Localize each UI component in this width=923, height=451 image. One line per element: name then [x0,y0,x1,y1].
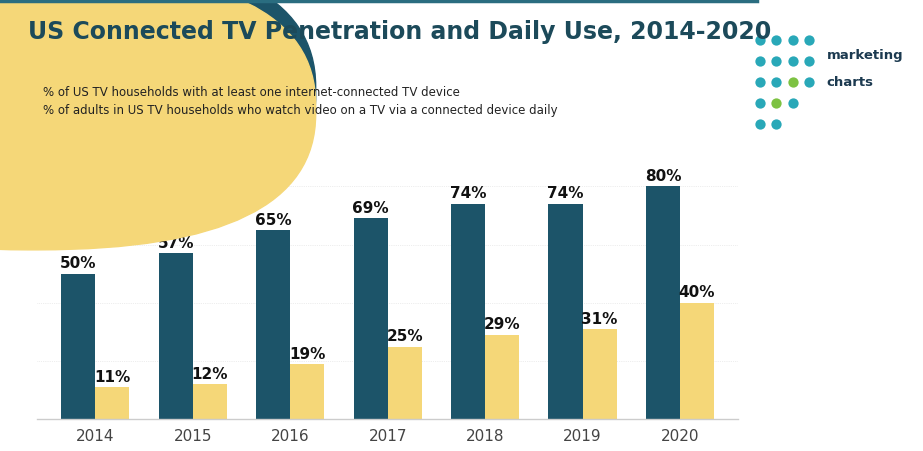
Point [801,79,816,86]
Text: 57%: 57% [158,235,194,250]
Bar [485,335,520,419]
Bar [451,204,485,419]
Text: 69%: 69% [353,200,389,216]
Text: charts: charts [827,76,873,89]
Bar [61,274,95,419]
Point [769,58,784,65]
Text: 19%: 19% [289,346,326,361]
Text: marketing: marketing [827,49,904,62]
Bar [257,230,290,419]
Text: 12%: 12% [192,366,228,381]
Point [769,79,784,86]
Bar [159,254,193,419]
Bar [95,387,129,419]
Text: 25%: 25% [387,328,423,343]
Point [769,100,784,107]
Text: 40%: 40% [678,285,715,299]
Point [753,100,768,107]
Point [801,37,816,44]
Point [785,37,800,44]
Point [769,37,784,44]
Text: 50%: 50% [60,256,97,271]
Point [753,79,768,86]
Text: 80%: 80% [644,169,681,184]
Point [753,121,768,129]
Bar [646,187,680,419]
Text: % of adults in US TV households who watch video on a TV via a connected device d: % of adults in US TV households who watc… [43,104,558,116]
Bar [290,364,324,419]
Bar [582,329,617,419]
Point [769,121,784,129]
Text: % of US TV households with at least one internet-connected TV device: % of US TV households with at least one … [43,86,461,98]
Point [753,58,768,65]
Text: 74%: 74% [547,186,583,201]
Point [785,58,800,65]
Bar [388,347,422,419]
Bar [680,303,714,419]
Point [785,100,800,107]
Point [785,79,800,86]
Text: 74%: 74% [450,186,486,201]
Text: 29%: 29% [484,317,521,331]
Text: 65%: 65% [255,212,292,227]
Text: US Connected TV Penetration and Daily Use, 2014-2020: US Connected TV Penetration and Daily Us… [28,20,771,44]
Bar [548,204,582,419]
Text: 31%: 31% [581,311,617,326]
Bar [354,219,388,419]
Point [801,58,816,65]
Point [753,37,768,44]
Text: 11%: 11% [94,369,130,384]
Bar [193,385,227,419]
